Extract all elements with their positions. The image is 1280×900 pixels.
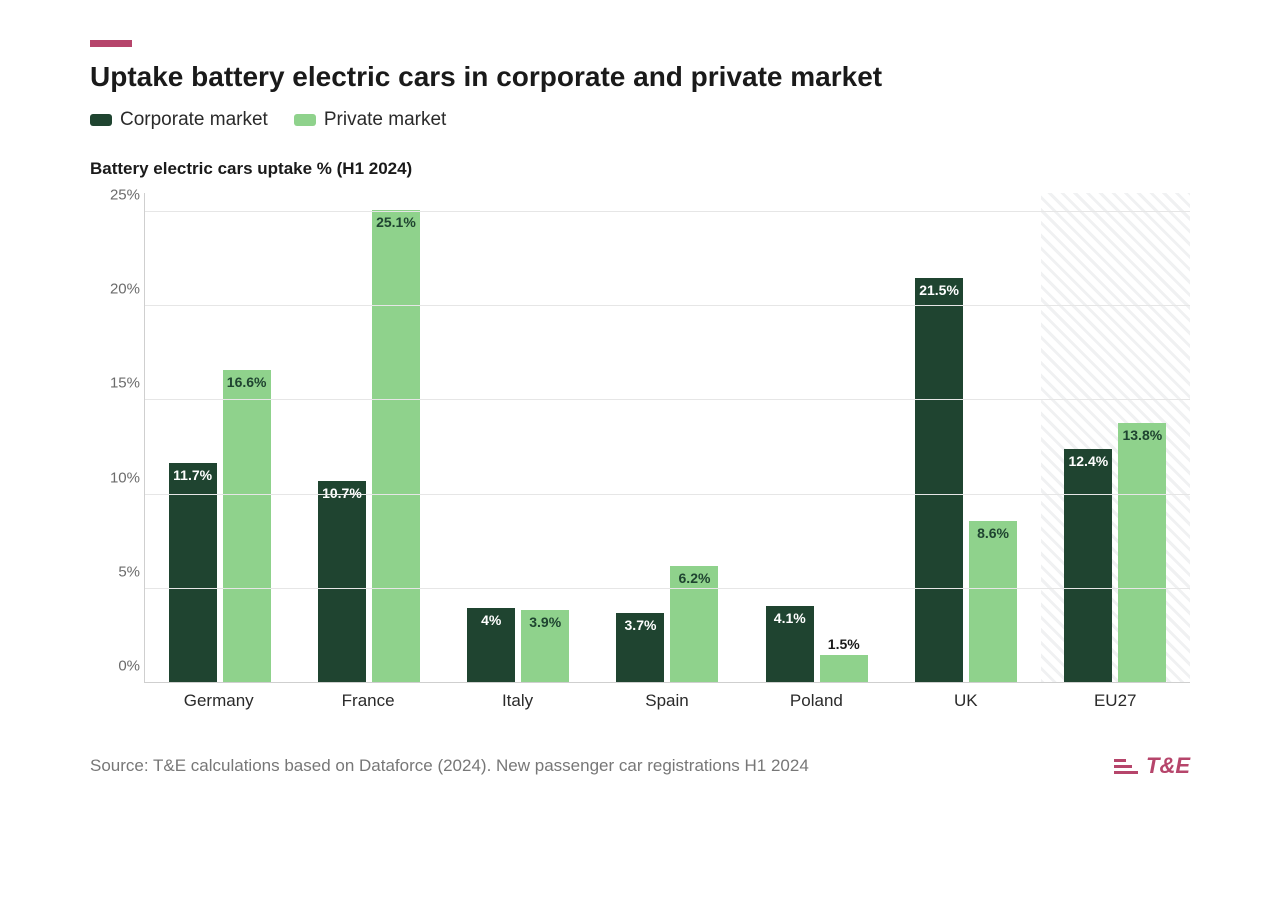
bar-corporate: 4.1%: [766, 606, 814, 683]
accent-bar: [90, 40, 132, 47]
y-tick-label: 5%: [90, 563, 140, 580]
bar-label: 4%: [481, 612, 501, 628]
legend-label-private: Private market: [324, 109, 446, 131]
bar-label: 21.5%: [919, 282, 959, 298]
legend-swatch-private: [294, 114, 316, 126]
legend-label-corporate: Corporate market: [120, 109, 268, 131]
x-axis-label: UK: [891, 683, 1040, 723]
x-axis-labels: GermanyFranceItalySpainPolandUKEU27: [144, 683, 1190, 723]
bar-group: 4.1% 1.5%: [742, 193, 891, 683]
bar-group: 12.4% 13.8%: [1041, 193, 1190, 683]
bar-label: 25.1%: [376, 214, 416, 230]
bar-pair: 10.7% 25.1%: [294, 193, 443, 683]
bar-label: 11.7%: [173, 467, 212, 483]
gridline: [145, 305, 1190, 306]
bar-label: 8.6%: [977, 525, 1009, 541]
bar-pair: 21.5% 8.6%: [891, 193, 1040, 683]
bar-groups: 11.7% 16.6% 10.7% 25.1% 4% 3.9% 3.7% 6.2% 4.1% 1.…: [145, 193, 1190, 683]
bar-label: 6.2%: [679, 570, 711, 586]
bar-label: 13.8%: [1122, 427, 1162, 443]
bar-private: 3.9%: [521, 610, 569, 684]
gridline: [145, 211, 1190, 212]
x-axis-label: Germany: [144, 683, 293, 723]
y-tick-label: 25%: [90, 186, 140, 203]
legend-item-corporate: Corporate market: [90, 109, 268, 131]
chart-footer: Source: T&E calculations based on Datafo…: [90, 753, 1190, 779]
te-logo: T&E: [1114, 753, 1190, 779]
bar-pair: 4% 3.9%: [444, 193, 593, 683]
bar-group: 4% 3.9%: [444, 193, 593, 683]
bar-pair: 4.1% 1.5%: [742, 193, 891, 683]
x-axis-label: Poland: [742, 683, 891, 723]
source-text: Source: T&E calculations based on Datafo…: [90, 756, 809, 776]
y-tick-label: 0%: [90, 658, 140, 675]
te-logo-text: T&E: [1146, 753, 1190, 779]
plot-area: 11.7% 16.6% 10.7% 25.1% 4% 3.9% 3.7% 6.2% 4.1% 1.…: [144, 193, 1190, 683]
x-axis-label: EU27: [1041, 683, 1190, 723]
bar-label: 3.7%: [625, 617, 657, 633]
bar-group: 3.7% 6.2%: [593, 193, 742, 683]
gridline: [145, 399, 1190, 400]
te-logo-stripes-icon: [1114, 759, 1138, 774]
bar-private: 6.2%: [670, 566, 718, 683]
bar-group: 21.5% 8.6%: [891, 193, 1040, 683]
x-axis-label: Spain: [592, 683, 741, 723]
bar-group: 10.7% 25.1%: [294, 193, 443, 683]
bar-pair: 12.4% 13.8%: [1041, 193, 1190, 683]
bar-corporate: 4%: [467, 608, 515, 683]
bar-corporate: 21.5%: [915, 278, 963, 683]
bar-label: 12.4%: [1068, 453, 1108, 469]
bar-private: 16.6%: [223, 370, 271, 683]
chart: 11.7% 16.6% 10.7% 25.1% 4% 3.9% 3.7% 6.2% 4.1% 1.…: [90, 193, 1190, 723]
y-tick-label: 20%: [90, 281, 140, 298]
gridline: [145, 588, 1190, 589]
bar-private: 25.1%: [372, 210, 420, 683]
bar-corporate: 12.4%: [1064, 449, 1112, 683]
bar-pair: 3.7% 6.2%: [593, 193, 742, 683]
bar-pair: 11.7% 16.6%: [145, 193, 294, 683]
bar-private: 13.8%: [1118, 423, 1166, 683]
y-tick-label: 15%: [90, 375, 140, 392]
bar-label: 1.5%: [828, 636, 860, 652]
bar-label: 3.9%: [529, 614, 561, 630]
bar-corporate: 3.7%: [616, 613, 664, 683]
gridline: [145, 494, 1190, 495]
legend-item-private: Private market: [294, 109, 446, 131]
legend: Corporate market Private market: [90, 109, 1190, 131]
bar-label: 4.1%: [774, 610, 806, 626]
x-axis-label: France: [293, 683, 442, 723]
bar-private: 8.6%: [969, 521, 1017, 683]
legend-swatch-corporate: [90, 114, 112, 126]
bar-corporate: 10.7%: [318, 481, 366, 683]
y-tick-label: 10%: [90, 469, 140, 486]
bar-label: 16.6%: [227, 374, 267, 390]
bar-corporate: 11.7%: [169, 463, 217, 684]
bar-private: 1.5%: [820, 655, 868, 683]
chart-subtitle: Battery electric cars uptake % (H1 2024): [90, 159, 1190, 179]
bar-group: 11.7% 16.6%: [145, 193, 294, 683]
x-axis-label: Italy: [443, 683, 592, 723]
chart-title: Uptake battery electric cars in corporat…: [90, 61, 1190, 93]
